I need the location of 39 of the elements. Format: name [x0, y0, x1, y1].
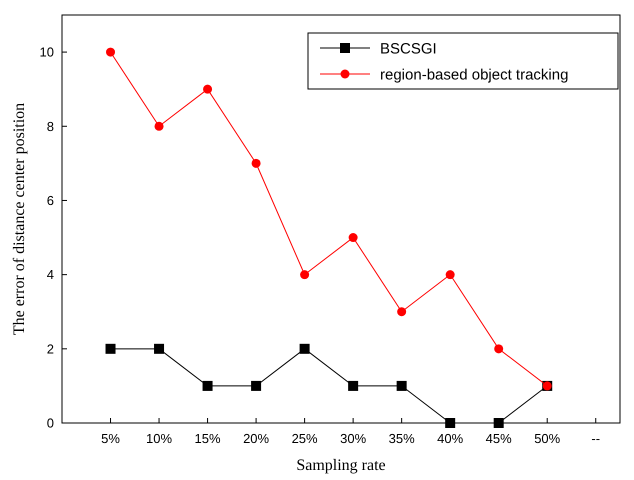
x-tick-label: 15% — [194, 431, 222, 446]
y-tick-label: 6 — [46, 193, 54, 208]
point — [494, 344, 504, 354]
point — [397, 307, 406, 316]
point — [106, 344, 116, 354]
point — [106, 48, 116, 57]
point — [396, 380, 407, 391]
y-axis-title: The error of distance center position — [11, 102, 28, 336]
point — [446, 270, 455, 280]
point — [154, 344, 164, 354]
x-axis-title: Sampling rate — [296, 457, 386, 474]
point — [445, 418, 456, 428]
point — [348, 380, 358, 391]
x-tick-label: 45% — [486, 431, 512, 446]
x-tick-label: -- — [591, 431, 600, 446]
x-tick-label: 20% — [243, 431, 270, 446]
x-tick-label: 5% — [101, 431, 120, 446]
point — [348, 233, 358, 242]
y-tick-label: 0 — [46, 416, 54, 431]
point — [203, 84, 212, 94]
y-tick-label: 2 — [46, 341, 54, 356]
legend-label: BSCSGI — [380, 40, 437, 58]
x-tick-label: 30% — [340, 431, 367, 446]
point — [494, 418, 504, 428]
point — [202, 380, 213, 391]
y-tick-label: 8 — [46, 118, 54, 134]
point — [252, 158, 261, 168]
y-tick-label: 4 — [46, 267, 54, 282]
x-tick-label: 25% — [292, 431, 318, 446]
legend-label: region-based object tracking — [380, 66, 568, 84]
x-tick-label: 35% — [388, 431, 416, 446]
y-tick-label: 10 — [40, 44, 54, 60]
point — [154, 122, 164, 131]
point — [251, 380, 262, 391]
x-tick-label: 10% — [146, 431, 172, 446]
point — [300, 344, 310, 354]
x-tick-label: 50% — [534, 431, 561, 446]
point — [300, 270, 310, 280]
x-tick-label: 40% — [437, 431, 464, 446]
